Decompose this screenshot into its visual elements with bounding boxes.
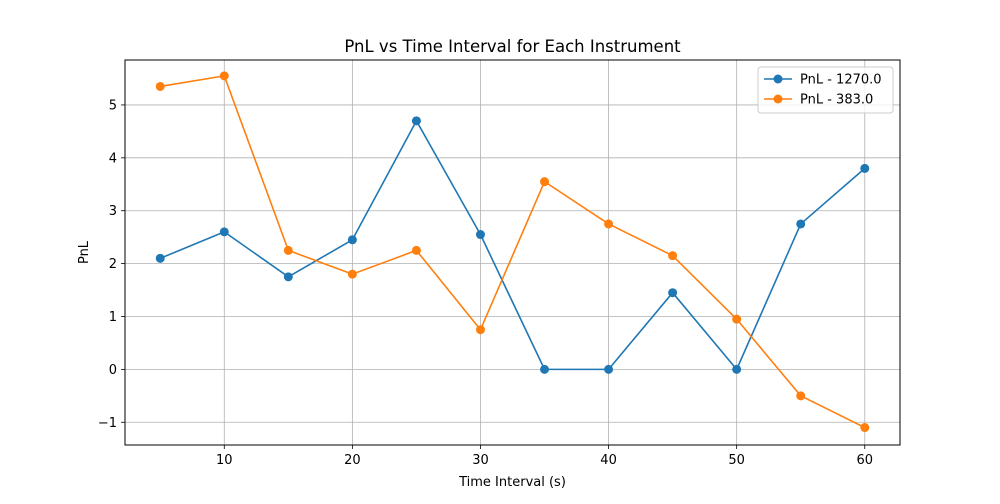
data-point [604,219,614,229]
legend-label: PnL - 1270.0 [800,73,882,88]
chart-title: PnL vs Time Interval for Each Instrument [344,37,681,56]
series-layer [155,71,870,433]
data-point [347,235,357,245]
y-tick-label: 5 [109,98,117,113]
legend-marker [773,94,783,104]
data-point [732,314,742,324]
data-point [540,177,550,187]
data-point [347,269,357,279]
x-tick-label: 10 [216,453,233,468]
data-point [411,116,421,126]
data-point [219,227,229,237]
y-tick-label: 3 [109,204,117,219]
data-point [475,325,485,335]
legend-items: PnL - 1270.0 PnL - 383.0 [764,73,882,108]
x-tick-label: 30 [472,453,489,468]
x-tick-label: 40 [600,453,617,468]
data-point [668,288,678,298]
x-tick-label: 50 [728,453,745,468]
data-point [668,251,678,261]
y-tick-label: −1 [98,416,117,431]
data-point [796,391,806,401]
y-tick-label: 2 [109,257,117,272]
data-point [475,230,485,240]
data-point [155,253,165,263]
legend-marker [773,74,783,84]
axis-ticks: 10 20 30 40 50 60 −1 0 1 2 3 4 5 [98,98,873,468]
data-point [860,163,870,173]
series-line-0 [159,120,866,371]
legend-label: PnL - 383.0 [800,93,873,108]
x-tick-label: 20 [344,453,361,468]
data-point [540,364,550,374]
grid-lines [125,60,900,445]
data-point [283,245,293,255]
y-tick-label: 1 [109,310,117,325]
data-point [219,71,229,81]
legend: PnL - 1270.0 PnL - 383.0 [757,66,894,114]
plot-frame [124,59,901,446]
data-point [604,364,614,374]
x-tick-label: 60 [856,453,873,468]
data-point [796,219,806,229]
data-point [732,364,742,374]
x-axis-label: Time Interval (s) [458,475,566,490]
data-point [860,423,870,433]
y-tick-label: 4 [109,151,117,166]
y-axis-label: PnL [77,240,92,264]
data-point [155,81,165,91]
data-point [411,245,421,255]
series-line-1 [160,75,866,429]
y-tick-label: 0 [109,363,117,378]
data-point [283,272,293,282]
